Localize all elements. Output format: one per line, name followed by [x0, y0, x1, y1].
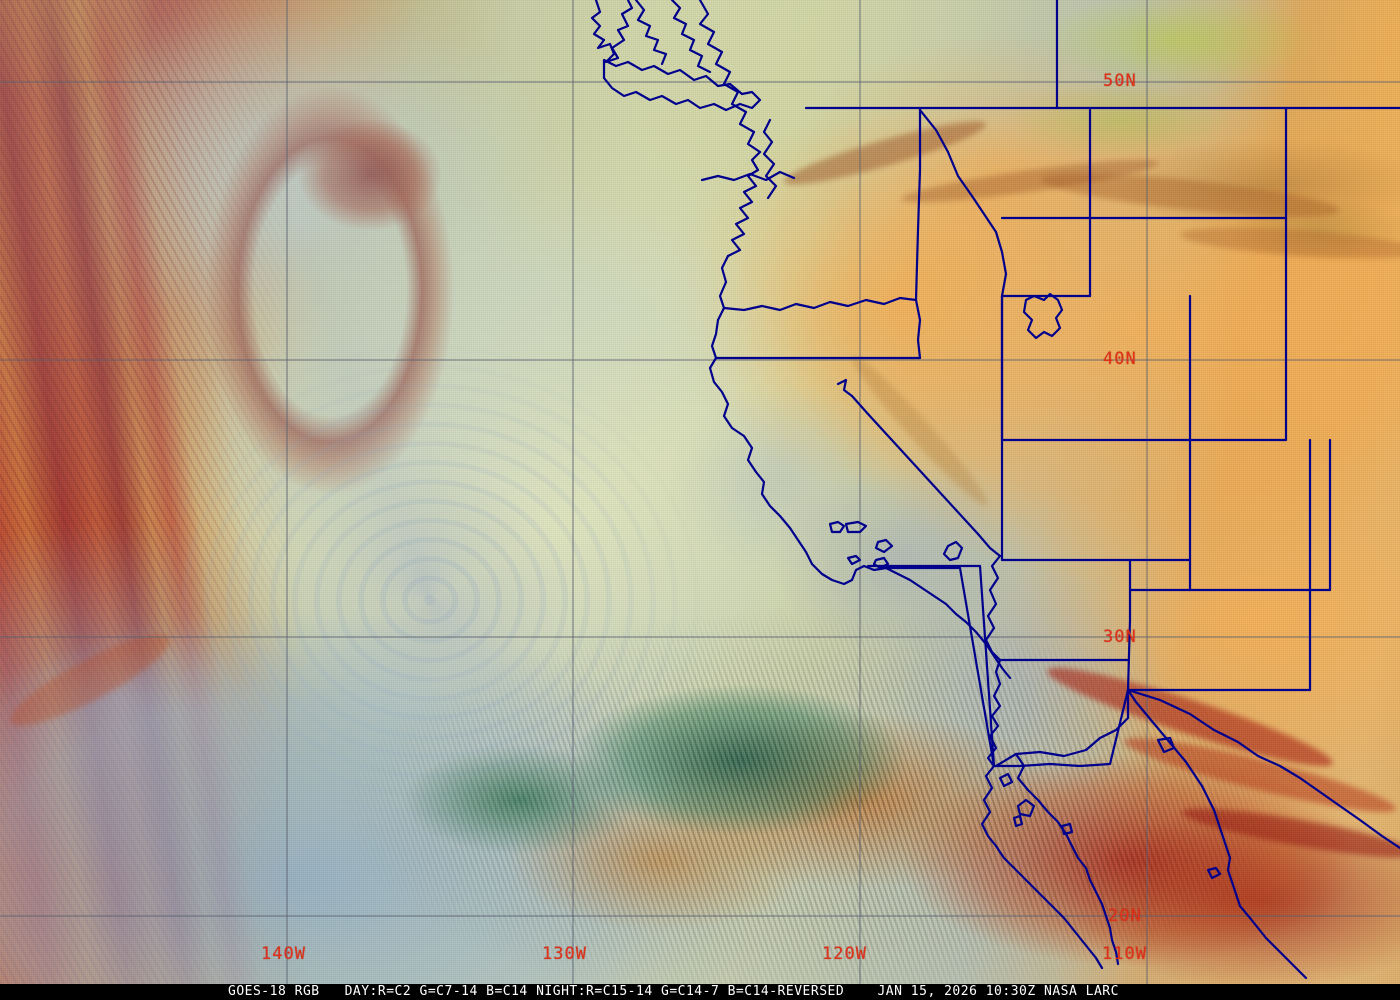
ridge-wyoming — [1179, 221, 1400, 265]
ridge-sierra-nevada — [844, 349, 996, 513]
grid-label-lon-120w: 120W — [822, 944, 867, 964]
ridge-montana — [1039, 164, 1341, 226]
grid-label-lon-110w: 110W — [1102, 944, 1147, 964]
caption-bar: GOES-18 RGB DAY:R=C2 G=C7-14 B=C14 NIGHT… — [0, 984, 1400, 1000]
ridge-pacific-west — [1, 620, 179, 740]
grid-label-lat-30n: 30N — [1103, 627, 1137, 647]
grid-label-lat-40n: 40N — [1103, 349, 1137, 369]
grid-label-lat-50n: 50N — [1103, 71, 1137, 91]
caption-text: GOES-18 RGB DAY:R=C2 G=C7-14 B=C14 NIGHT… — [228, 984, 1119, 999]
grid-label-lon-130w: 130W — [542, 944, 587, 964]
grid-label-lon-140w: 140W — [261, 944, 306, 964]
grid-label-lat-20n: 20N — [1108, 906, 1142, 926]
